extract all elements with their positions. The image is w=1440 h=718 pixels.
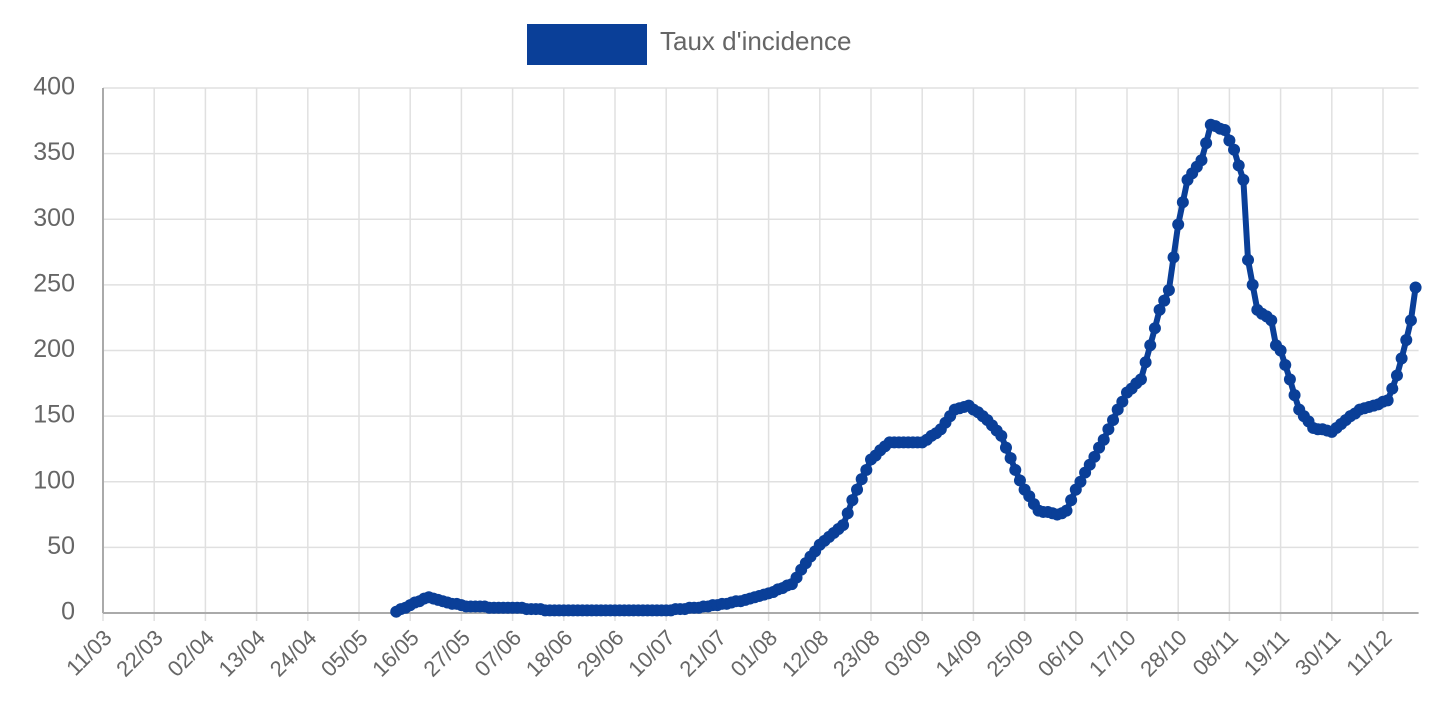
data-point	[1060, 504, 1073, 517]
data-point	[1409, 281, 1422, 294]
data-point	[995, 429, 1008, 442]
legend-swatch	[527, 24, 647, 65]
x-tick-label: 19/11	[1239, 625, 1294, 680]
data-point	[1404, 314, 1417, 327]
x-tick-label: 11/03	[61, 625, 116, 680]
y-tick-label: 150	[33, 401, 75, 429]
data-point	[1074, 475, 1087, 488]
x-tick-label: 05/05	[316, 625, 373, 682]
legend-label: Taux d'incidence	[660, 26, 851, 56]
data-point	[1009, 463, 1022, 476]
y-tick-label: 250	[33, 269, 75, 297]
data-point	[1228, 143, 1241, 156]
data-point	[841, 507, 854, 520]
data-point	[1390, 369, 1403, 382]
data-point	[1065, 494, 1078, 507]
data-point	[860, 463, 873, 476]
x-tick-label: 01/08	[726, 625, 783, 682]
series-line	[394, 121, 1419, 615]
data-point	[1283, 373, 1296, 386]
data-point	[1153, 303, 1166, 316]
x-tick-label: 12/08	[777, 625, 834, 682]
data-point	[1176, 196, 1189, 209]
x-tick-label: 03/09	[879, 625, 936, 682]
data-point	[1148, 322, 1161, 335]
data-point	[999, 441, 1012, 454]
x-tick-label: 06/10	[1033, 625, 1090, 682]
data-point	[855, 473, 868, 486]
data-point	[1279, 358, 1292, 371]
data-point	[1381, 394, 1394, 407]
data-point	[1004, 452, 1017, 465]
x-tick-label: 11/12	[1341, 625, 1396, 680]
x-tick-label: 08/11	[1188, 625, 1243, 680]
data-point	[1088, 450, 1101, 463]
data-point	[1158, 294, 1171, 307]
y-tick-label: 100	[33, 466, 75, 494]
data-point	[1107, 414, 1120, 427]
data-point	[1172, 218, 1185, 231]
data-point	[846, 494, 859, 507]
y-tick-label: 0	[61, 598, 75, 626]
data-point	[1200, 137, 1213, 150]
data-point	[1237, 173, 1250, 186]
data-point	[1395, 352, 1408, 365]
data-point	[1134, 373, 1147, 386]
data-point	[1246, 278, 1259, 291]
data-point	[1144, 339, 1157, 352]
x-tick-label: 22/03	[111, 625, 168, 682]
data-point	[1102, 423, 1115, 436]
x-tick-label: 18/06	[521, 625, 578, 682]
data-point	[1097, 433, 1110, 446]
y-tick-label: 50	[47, 532, 75, 560]
x-tick-label: 24/04	[265, 625, 322, 682]
data-point	[1386, 382, 1399, 395]
x-tick-label: 14/09	[930, 625, 987, 682]
y-tick-label: 350	[33, 138, 75, 166]
data-point	[1116, 395, 1129, 408]
x-tick-label: 02/04	[162, 625, 219, 682]
data-point	[837, 519, 850, 532]
x-tick-label: 27/05	[418, 625, 475, 682]
data-point	[1162, 284, 1175, 297]
data-point	[1139, 356, 1152, 369]
y-tick-label: 200	[33, 335, 75, 363]
x-tick-label: 23/08	[828, 625, 885, 682]
x-tick-label: 29/06	[572, 625, 629, 682]
data-point	[1265, 314, 1278, 327]
data-point	[1232, 159, 1245, 172]
data-point	[1242, 253, 1255, 266]
x-tick-label: 17/10	[1084, 625, 1141, 682]
y-tick-label: 400	[33, 73, 75, 101]
data-point	[1223, 134, 1236, 147]
x-tick-label: 13/04	[214, 625, 271, 682]
x-tick-label: 28/10	[1135, 625, 1192, 682]
data-point	[1218, 124, 1231, 136]
y-tick-label: 300	[33, 204, 75, 232]
data-point	[1400, 334, 1413, 346]
data-point	[1013, 474, 1026, 487]
data-point	[1288, 389, 1301, 402]
x-tick-label: 10/07	[623, 625, 680, 682]
data-point	[1167, 251, 1180, 264]
data-point	[1274, 344, 1287, 357]
data-point	[1195, 154, 1208, 167]
data-point	[851, 483, 864, 496]
x-tick-label: 21/07	[674, 625, 731, 682]
x-tick-label: 16/05	[367, 625, 424, 682]
x-tick-label: 07/06	[470, 625, 527, 682]
x-tick-label: 25/09	[982, 625, 1039, 682]
x-tick-label: 30/11	[1290, 625, 1345, 680]
